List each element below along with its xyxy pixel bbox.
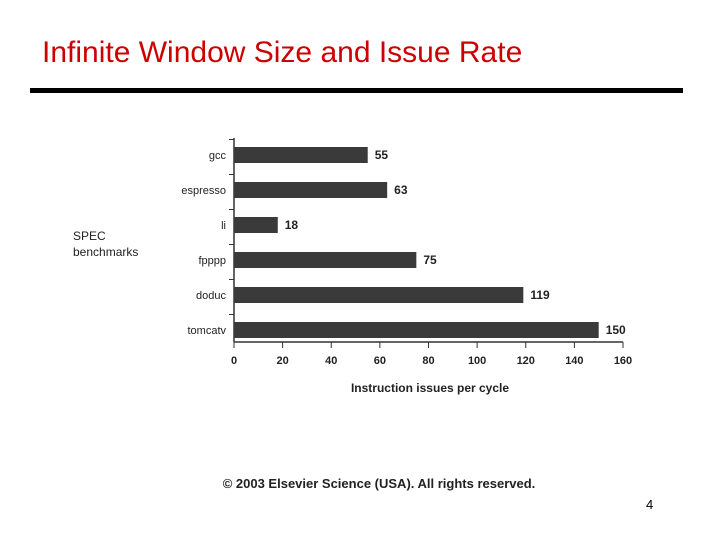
value-label: 150 [606,323,626,337]
x-tick-label: 120 [517,355,535,367]
x-axis-label: Instruction issues per cycle [351,381,509,395]
bar-espresso [234,182,388,198]
bar-tomcatv [234,322,599,338]
y-axis-label-line-2: benchmarks [73,245,138,259]
x-tick-label: 140 [565,355,583,367]
value-label: 55 [375,148,389,162]
x-tick-label: 160 [614,355,632,367]
value-label: 75 [423,253,437,267]
bar-fpppp [234,252,417,268]
x-tick-label: 100 [468,355,486,367]
x-tick-label: 60 [374,355,386,367]
category-label: doduc [196,290,226,302]
y-axis-label-line-1: SPEC [73,229,106,243]
category-label: gcc [209,150,227,162]
page-number: 4 [646,497,654,512]
category-label: espresso [181,185,226,197]
bar-li [234,217,278,233]
value-label: 63 [394,183,408,197]
bar-gcc [234,147,368,163]
x-tick-label: 20 [277,355,289,367]
category-label: fpppp [198,255,226,267]
copyright-notice: © 2003 Elsevier Science (USA). All right… [222,476,536,491]
title-rule [30,88,683,93]
x-tick-label: 0 [231,355,237,367]
category-label: tomcatv [187,325,226,337]
bar-doduc [234,287,524,303]
value-label: 119 [530,288,550,302]
category-label: li [221,220,226,232]
x-tick-label: 40 [325,355,337,367]
x-tick-label: 80 [422,355,434,367]
value-label: 18 [285,218,299,232]
slide-title: Infinite Window Size and Issue Rate [42,36,523,69]
